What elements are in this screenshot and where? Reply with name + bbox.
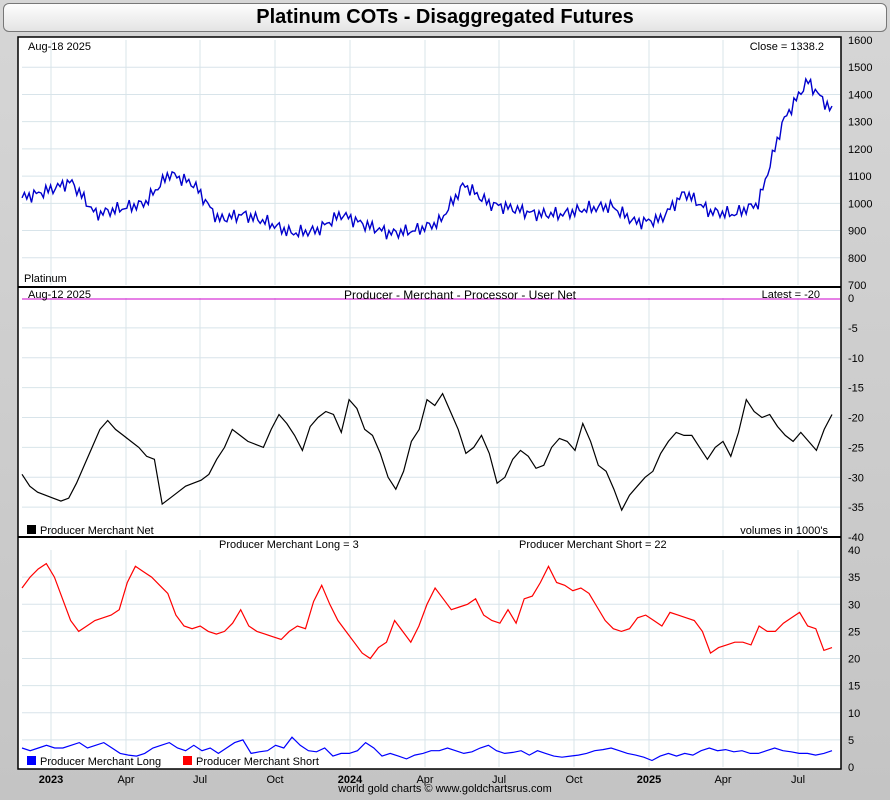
y-tick-label: -35 (848, 502, 864, 514)
y-tick-label: 5 (848, 735, 854, 747)
y-tick-label: 30 (848, 599, 860, 611)
y-tick-label: 25 (848, 626, 860, 638)
y-tick-label: -40 (848, 532, 864, 544)
y-tick-label: -10 (848, 353, 864, 365)
title-bar: Platinum COTs - Disaggregated Futures (3, 3, 887, 32)
y-tick-label: -20 (848, 413, 864, 425)
y-tick-label: 0 (848, 293, 854, 305)
chart-title: Platinum COTs - Disaggregated Futures (256, 6, 634, 28)
short-value-label: Producer Merchant Short = 22 (519, 539, 667, 551)
x-tick-label: Oct (266, 774, 283, 786)
y-tick-label: 15 (848, 681, 860, 693)
y-tick-label: 1200 (848, 144, 872, 156)
y-tick-label: 800 (848, 253, 866, 265)
footer-credit: world gold charts © www.goldchartsrus.co… (338, 783, 552, 795)
y-tick-label: 20 (848, 654, 860, 666)
x-tick-label: Apr (117, 774, 134, 786)
price-close-label: Close = 1338.2 (750, 41, 824, 53)
short-legend-label: Producer Merchant Short (196, 756, 319, 768)
x-tick-label: 2023 (39, 774, 63, 786)
y-tick-label: 1400 (848, 89, 872, 101)
y-tick-label: -5 (848, 323, 858, 335)
y-tick-label: 1100 (848, 171, 872, 183)
y-tick-label: 1500 (848, 62, 872, 74)
y-tick-label: 0 (848, 762, 854, 774)
x-tick-label: Apr (416, 774, 433, 786)
long-series-line (21, 736, 833, 762)
y-tick-label: -25 (848, 442, 864, 454)
outer-frame (17, 36, 842, 770)
x-tick-label: 2024 (338, 774, 363, 786)
y-tick-label: 700 (848, 280, 866, 292)
x-tick-label: Oct (565, 774, 582, 786)
price-series-line (21, 76, 833, 241)
net-panel-title: Producer - Merchant - Processor - User N… (344, 288, 577, 302)
price-date-label: Aug-18 2025 (28, 41, 91, 53)
y-tick-label: -30 (848, 472, 864, 484)
long-legend-label: Producer Merchant Long (40, 756, 161, 768)
short-series-line (21, 562, 833, 660)
units-label: volumes in 1000's (740, 525, 828, 537)
x-tick-label: 2025 (637, 774, 661, 786)
y-tick-label: 35 (848, 572, 860, 584)
y-tick-label: 900 (848, 226, 866, 238)
x-tick-label: Jul (193, 774, 207, 786)
instrument-label: Platinum (24, 273, 67, 285)
short-legend-swatch (183, 756, 192, 765)
net-date-label: Aug-12 2025 (28, 289, 91, 301)
long-legend-swatch (27, 756, 36, 765)
y-tick-label: 1300 (848, 117, 872, 129)
x-tick-label: Apr (714, 774, 731, 786)
net-latest-label: Latest = -20 (762, 289, 820, 301)
x-tick-label: Jul (791, 774, 805, 786)
y-tick-label: -15 (848, 383, 864, 395)
net-legend-label: Producer Merchant Net (40, 525, 154, 537)
x-tick-label: Jul (492, 774, 506, 786)
net-series-line (21, 392, 833, 512)
long-value-label: Producer Merchant Long = 3 (219, 539, 359, 551)
y-tick-label: 10 (848, 708, 860, 720)
plot-area (18, 37, 841, 769)
y-tick-label: 40 (848, 545, 860, 557)
net-legend-swatch (27, 525, 36, 534)
y-tick-label: 1000 (848, 198, 872, 210)
y-tick-label: 1600 (848, 35, 872, 47)
